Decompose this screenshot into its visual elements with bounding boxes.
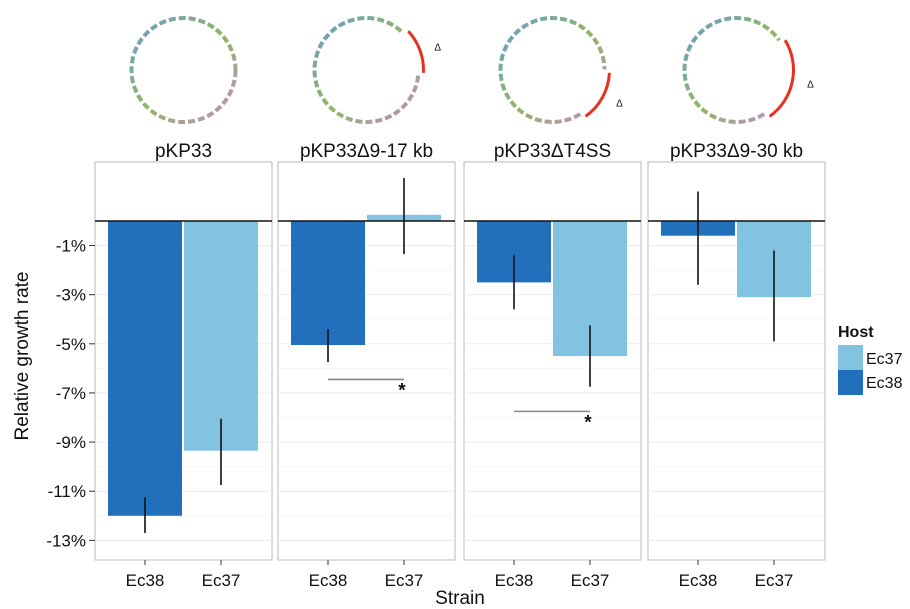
y-tick-label: -13% xyxy=(46,531,86,550)
y-tick-label: -1% xyxy=(56,237,86,256)
panel-title: pKP33ΔT4SS xyxy=(494,141,611,162)
plasmid-map-4: Δ xyxy=(682,16,814,124)
panel-1: pKP33 Ec38 Ec37 xyxy=(94,141,273,590)
panel-title: pKP33Δ9-30 kb xyxy=(670,141,803,162)
y-tick-label: -9% xyxy=(56,433,86,452)
x-tick-label: Ec37 xyxy=(385,571,424,590)
y-axis: -1% -3% -5% -7% -9% -11% -13% xyxy=(46,237,95,550)
plasmid-ring xyxy=(682,16,781,124)
deletion-arc xyxy=(407,30,425,73)
deletion-symbol: Δ xyxy=(434,43,441,54)
plasmid-map-2: Δ xyxy=(312,16,441,124)
significance-star: * xyxy=(584,412,592,433)
plasmid-ring xyxy=(498,16,607,124)
bar-ec38 xyxy=(108,220,182,516)
plasmid-maps: Δ Δ Δ xyxy=(129,16,814,124)
x-tick-label: Ec38 xyxy=(309,571,348,590)
bar-ec37 xyxy=(184,220,258,451)
plasmid-map-1 xyxy=(129,16,238,124)
plasmid-map-3: Δ xyxy=(498,16,623,124)
legend-swatch-ec37 xyxy=(838,345,863,370)
y-tick-label: -11% xyxy=(48,482,86,501)
y-tick-label: -7% xyxy=(56,384,86,403)
y-tick-label: -3% xyxy=(56,286,86,305)
deletion-arc xyxy=(768,39,795,118)
bar-ec38 xyxy=(291,220,365,346)
plasmid-ring xyxy=(129,16,238,124)
y-axis-title: Relative growth rate xyxy=(12,272,33,441)
y-tick-label: -5% xyxy=(56,335,86,354)
panel-title: pKP33 xyxy=(155,141,212,162)
x-tick-label: Ec37 xyxy=(202,571,241,590)
x-axis-title: Strain xyxy=(435,588,485,609)
x-tick-label: Ec38 xyxy=(679,571,718,590)
legend-swatch-ec38 xyxy=(838,370,863,395)
legend-title: Host xyxy=(838,324,874,341)
panel-4: pKP33Δ9-30 kb Ec38 Ec37 xyxy=(647,141,826,590)
legend: Host Ec37 Ec38 xyxy=(838,324,903,395)
legend-label-ec37: Ec37 xyxy=(866,351,903,368)
x-tick-label: Ec38 xyxy=(126,571,165,590)
deletion-symbol: Δ xyxy=(616,99,623,110)
x-tick-label: Ec37 xyxy=(755,571,794,590)
panel-3: pKP33ΔT4SS Ec38 Ec37 * xyxy=(463,141,642,590)
legend-label-ec38: Ec38 xyxy=(866,375,903,392)
deletion-symbol: Δ xyxy=(807,80,814,91)
plasmid-ring xyxy=(312,16,421,124)
significance-star: * xyxy=(398,380,406,401)
x-tick-label: Ec37 xyxy=(571,571,610,590)
deletion-arc xyxy=(584,72,611,118)
x-tick-label: Ec38 xyxy=(495,571,534,590)
panel-title: pKP33Δ9-17 kb xyxy=(300,141,433,162)
panel-2: pKP33Δ9-17 kb Ec38 Ec37 * xyxy=(277,141,456,590)
